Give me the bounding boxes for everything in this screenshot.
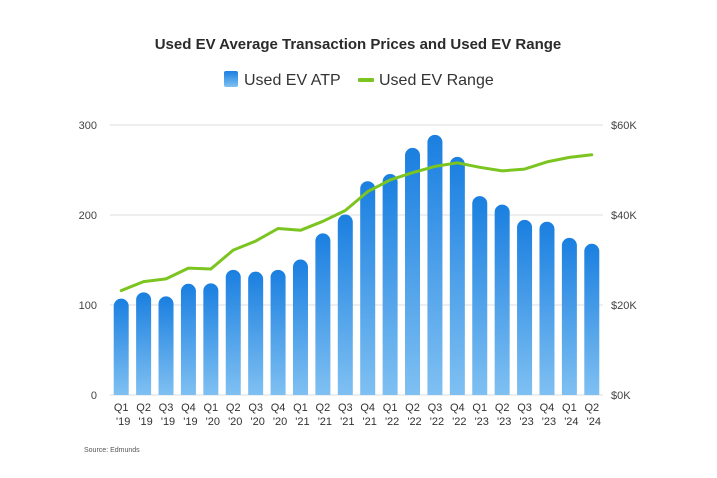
x-tick-quarter: Q3	[338, 402, 353, 414]
series-line-used-ev-range	[119, 153, 594, 293]
bar-used-ev-atp	[561, 237, 577, 395]
right-tick-label: $60K	[611, 120, 637, 132]
x-tick-year: '21	[295, 416, 309, 428]
x-tick-year: '24	[564, 416, 578, 428]
x-tick-quarter: Q1	[383, 402, 398, 414]
left-tick-label: 0	[91, 390, 97, 402]
bar-used-ev-atp	[405, 147, 421, 395]
x-tick-quarter: Q3	[428, 402, 443, 414]
bar-used-ev-atp	[113, 298, 129, 395]
bar-used-ev-atp	[382, 174, 398, 395]
bar-used-ev-atp	[360, 181, 376, 395]
bar-used-ev-atp	[427, 134, 443, 395]
right-tick-label: $0K	[611, 390, 631, 402]
x-tick-year: '23	[475, 416, 489, 428]
x-tick-quarter: Q2	[405, 402, 420, 414]
legend-label-range: Used EV Range	[379, 72, 494, 89]
chart-title: Used EV Average Transaction Prices and U…	[155, 36, 562, 53]
bar-used-ev-atp	[584, 243, 600, 395]
legend-swatch-atp	[224, 71, 238, 87]
source-note: Source: Edmunds	[84, 447, 140, 454]
x-tick-year: '21	[363, 416, 377, 428]
legend-swatch-range	[358, 78, 374, 82]
bar-used-ev-atp	[494, 204, 510, 395]
bar-used-ev-atp	[517, 219, 533, 395]
left-tick-label: 100	[79, 300, 97, 312]
line-used-ev-range	[119, 153, 594, 293]
x-tick-year: '22	[430, 416, 444, 428]
x-tick-quarter: Q2	[495, 402, 510, 414]
x-tick-quarter: Q2	[136, 402, 151, 414]
bar-used-ev-atp	[158, 296, 174, 395]
right-tick-label: $40K	[611, 210, 637, 222]
x-tick-year: '19	[116, 416, 130, 428]
x-tick-quarter: Q1	[203, 402, 218, 414]
x-tick-year: '19	[183, 416, 197, 428]
x-tick-quarter: Q2	[226, 402, 241, 414]
x-tick-year: '23	[542, 416, 556, 428]
left-tick-label: 300	[79, 120, 97, 132]
bar-used-ev-atp	[136, 292, 152, 395]
x-tick-quarter: Q1	[114, 402, 129, 414]
bar-used-ev-atp	[315, 233, 331, 395]
bars-used-ev-atp	[113, 134, 600, 395]
bar-used-ev-atp	[203, 283, 219, 395]
left-tick-label: 200	[79, 210, 97, 222]
bar-used-ev-atp	[337, 214, 353, 395]
x-tick-year: '21	[340, 416, 354, 428]
x-tick-year: '23	[497, 416, 511, 428]
x-tick-quarter: Q2	[584, 402, 599, 414]
x-tick-quarter: Q4	[181, 402, 196, 414]
right-tick-label: $20K	[611, 300, 637, 312]
x-tick-year: '20	[273, 416, 287, 428]
bar-used-ev-atp	[539, 221, 555, 395]
x-tick-quarter: Q3	[248, 402, 263, 414]
legend-label-atp: Used EV ATP	[244, 72, 341, 89]
x-tick-quarter: Q4	[450, 402, 465, 414]
x-tick-quarter: Q1	[293, 402, 308, 414]
left-axis: 0 100 200 300	[79, 120, 97, 402]
x-tick-year: '19	[138, 416, 152, 428]
x-tick-year: '20	[250, 416, 264, 428]
x-tick-year: '24	[587, 416, 601, 428]
bar-used-ev-atp	[449, 156, 465, 395]
x-tick-year: '22	[407, 416, 421, 428]
bar-used-ev-atp	[225, 269, 241, 395]
x-tick-year: '20	[228, 416, 242, 428]
bar-used-ev-atp	[248, 271, 264, 395]
x-tick-quarter: Q4	[271, 402, 286, 414]
x-tick-quarter: Q3	[159, 402, 174, 414]
right-axis: $0K $20K $40K $60K	[611, 120, 637, 402]
x-axis: Q1 '19 Q2 '19 Q3 '19 Q4 '19 Q1 '20 Q2 '20 Q3 '20 Q4 '20…	[114, 402, 601, 428]
x-tick-quarter: Q1	[472, 402, 487, 414]
bar-used-ev-atp	[270, 269, 286, 395]
x-tick-year: '19	[161, 416, 175, 428]
bar-used-ev-atp	[180, 283, 196, 395]
bar-used-ev-atp	[472, 196, 488, 395]
x-tick-year: '20	[206, 416, 220, 428]
x-tick-quarter: Q3	[517, 402, 532, 414]
x-tick-quarter: Q4	[360, 402, 375, 414]
x-tick-year: '22	[452, 416, 466, 428]
legend: Used EV ATP Used EV Range	[224, 71, 494, 89]
x-tick-year: '21	[318, 416, 332, 428]
x-tick-quarter: Q1	[562, 402, 577, 414]
x-tick-year: '22	[385, 416, 399, 428]
x-tick-quarter: Q4	[540, 402, 555, 414]
x-tick-quarter: Q2	[316, 402, 331, 414]
x-tick-year: '23	[519, 416, 533, 428]
bar-used-ev-atp	[292, 259, 308, 395]
